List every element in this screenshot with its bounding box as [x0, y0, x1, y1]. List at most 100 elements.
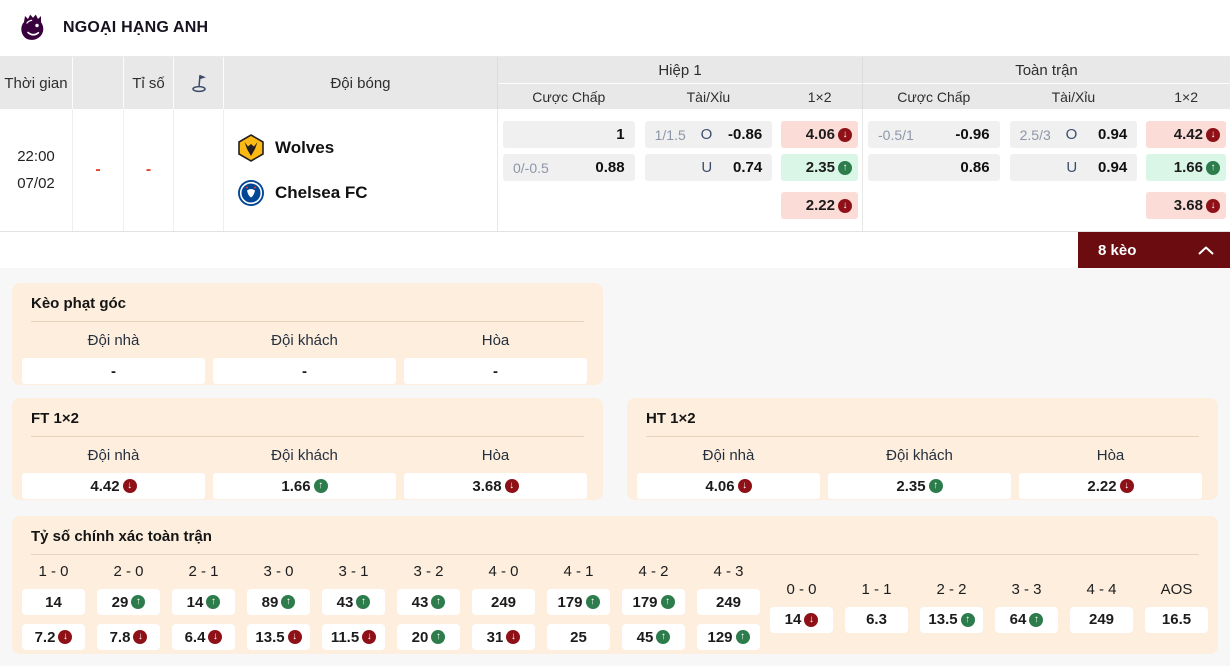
- score-odds[interactable]: 29: [97, 589, 160, 615]
- score-odds[interactable]: 13.5: [920, 606, 983, 633]
- trend-arrow-icon: [804, 612, 819, 627]
- score-odds[interactable]: 179: [622, 589, 685, 615]
- first-half-handicap-col: 1 0/-0.5 0.88: [498, 109, 640, 181]
- handicap-odds[interactable]: 0/-0.5 0.88: [503, 154, 635, 181]
- full-time-handicap-col: -0.5/1 -0.96 0.86: [863, 109, 1005, 181]
- score-column: 1 - 1 6.3: [845, 581, 908, 633]
- score-odds[interactable]: 31: [472, 624, 535, 650]
- under-odds[interactable]: U 0.94: [1009, 154, 1138, 181]
- away-team-row[interactable]: Chelsea FC: [237, 179, 368, 207]
- score-odds[interactable]: 6.3: [845, 606, 908, 633]
- ft-away-odds[interactable]: 1.66: [213, 473, 396, 499]
- home-team-name: Wolves: [275, 137, 335, 157]
- score-column: 3 - 2 43 20: [397, 563, 460, 650]
- first-half-group-label: Hiệp 1: [658, 61, 702, 79]
- ft-1x2-panel: FT 1×2 Đội nhà Đội khách Hòa 4.42 1.66 3…: [12, 398, 603, 500]
- away-team-name: Chelsea FC: [275, 182, 368, 202]
- handicap-odds[interactable]: -0.5/1 -0.96: [868, 121, 1000, 148]
- score-odds[interactable]: 249: [697, 589, 760, 615]
- trend-arrow-icon: [838, 160, 852, 175]
- score-odds[interactable]: 179: [547, 589, 610, 615]
- league-title: NGOẠI HẠNG ANH: [63, 19, 209, 36]
- ht-draw-label: Hòa: [1096, 447, 1125, 464]
- score-odds[interactable]: 129: [697, 624, 760, 650]
- corner-score-cell: [174, 109, 224, 231]
- score-odds[interactable]: 249: [472, 589, 535, 615]
- score-odds[interactable]: 43: [322, 589, 385, 615]
- score-odds[interactable]: 25: [547, 624, 610, 650]
- handicap-odds[interactable]: 1: [503, 121, 635, 148]
- score-odds[interactable]: 14: [770, 606, 833, 633]
- corner-draw-odds[interactable]: -: [404, 358, 587, 384]
- ft-home-odds[interactable]: 4.42: [22, 473, 205, 499]
- col-group-full-time: Toàn trận Cược Chấp Tài/Xỉu 1×2: [862, 57, 1230, 109]
- corner-home-odds[interactable]: -: [22, 358, 205, 384]
- odds-count-toggle-button[interactable]: 8 kèo: [1078, 232, 1230, 268]
- over-odds[interactable]: 2.5/3 O 0.94: [1009, 121, 1138, 148]
- 1x2-away-odds[interactable]: 1.66: [1146, 154, 1226, 181]
- ft-draw-odds[interactable]: 3.68: [404, 473, 587, 499]
- handicap-odds[interactable]: 0.86: [868, 154, 1000, 181]
- over-odds[interactable]: 1/1.5 O -0.86: [644, 121, 773, 148]
- home-team-row[interactable]: Wolves: [237, 133, 335, 162]
- score-odds[interactable]: 43: [397, 589, 460, 615]
- corner-flag-icon: [174, 57, 224, 109]
- trend-arrow-icon: [58, 630, 73, 644]
- score-column: 3 - 3 64: [995, 581, 1058, 633]
- first-half-1x2-col: 4.06 2.35 2.22: [777, 109, 862, 219]
- col-header-teams: Đội bóng: [330, 74, 391, 92]
- score-odds[interactable]: 14: [172, 589, 235, 615]
- 1x2-away-odds[interactable]: 2.35: [781, 154, 858, 181]
- score-odds[interactable]: 13.5: [247, 624, 310, 650]
- ht-home-odds[interactable]: 4.06: [637, 473, 820, 499]
- score-odds[interactable]: 89: [247, 589, 310, 615]
- full-time-group-label: Toàn trận: [1015, 61, 1078, 79]
- score-column: 1 - 0 14 7.2: [22, 563, 85, 650]
- match-time: 22:00: [17, 148, 55, 165]
- score-odds[interactable]: 7.2: [22, 624, 85, 650]
- score-odds[interactable]: 11.5: [322, 624, 385, 650]
- col-group-first-half: Hiệp 1 Cược Chấp Tài/Xỉu 1×2: [497, 57, 862, 109]
- col-header-time: Thời gian: [0, 57, 73, 109]
- trend-arrow-icon: [133, 630, 148, 644]
- score-odds[interactable]: 249: [1070, 606, 1133, 633]
- ht-draw-odds[interactable]: 2.22: [1019, 473, 1202, 499]
- score-odds[interactable]: 64: [995, 606, 1058, 633]
- trend-arrow-icon: [506, 630, 521, 644]
- teams-cell: Wolves Chelsea FC: [224, 109, 497, 231]
- full-time-overunder-header: Tài/Xỉu: [1051, 88, 1096, 105]
- first-half-1x2-header: 1×2: [807, 88, 832, 105]
- ht-away-odds[interactable]: 2.35: [828, 473, 1011, 499]
- corner-odds-panel: Kèo phạt góc Đội nhà Đội khách Hòa - - -: [12, 283, 603, 385]
- score-odds[interactable]: 20: [397, 624, 460, 650]
- score-odds[interactable]: 45: [622, 624, 685, 650]
- premier-league-logo: [15, 10, 51, 46]
- trend-arrow-icon: [735, 630, 750, 644]
- trend-arrow-icon: [431, 595, 446, 609]
- trend-arrow-icon: [838, 198, 852, 213]
- wolves-logo: [237, 133, 265, 162]
- 1x2-draw-odds[interactable]: 3.68: [1146, 192, 1226, 219]
- ft-home-label: Đội nhà: [87, 447, 140, 464]
- trend-arrow-icon: [206, 595, 221, 609]
- corner-away-odds[interactable]: -: [213, 358, 396, 384]
- trend-arrow-icon: [660, 595, 675, 609]
- score-odds[interactable]: 6.4: [172, 624, 235, 650]
- full-time-handicap-header: Cược Chấp: [897, 88, 971, 105]
- score-odds[interactable]: 14: [22, 589, 85, 615]
- first-half-handicap-header: Cược Chấp: [532, 88, 606, 105]
- score-odds[interactable]: 16.5: [1145, 606, 1208, 633]
- under-odds[interactable]: U 0.74: [644, 154, 773, 181]
- match-time-cell: 22:00 07/02: [0, 109, 73, 231]
- odds-count-label: 8 kèo: [1098, 241, 1137, 259]
- 1x2-home-odds[interactable]: 4.06: [781, 121, 858, 148]
- trend-arrow-icon: [356, 595, 371, 609]
- ft-1x2-title: FT 1×2: [31, 410, 79, 427]
- 1x2-home-odds[interactable]: 4.42: [1146, 121, 1226, 148]
- corner-panel-title: Kèo phạt góc: [31, 295, 127, 312]
- score-odds[interactable]: 7.8: [97, 624, 160, 650]
- corner-home-label: Đội nhà: [87, 332, 140, 349]
- trend-arrow-icon: [656, 630, 671, 644]
- trend-arrow-icon: [928, 479, 943, 493]
- 1x2-draw-odds[interactable]: 2.22: [781, 192, 858, 219]
